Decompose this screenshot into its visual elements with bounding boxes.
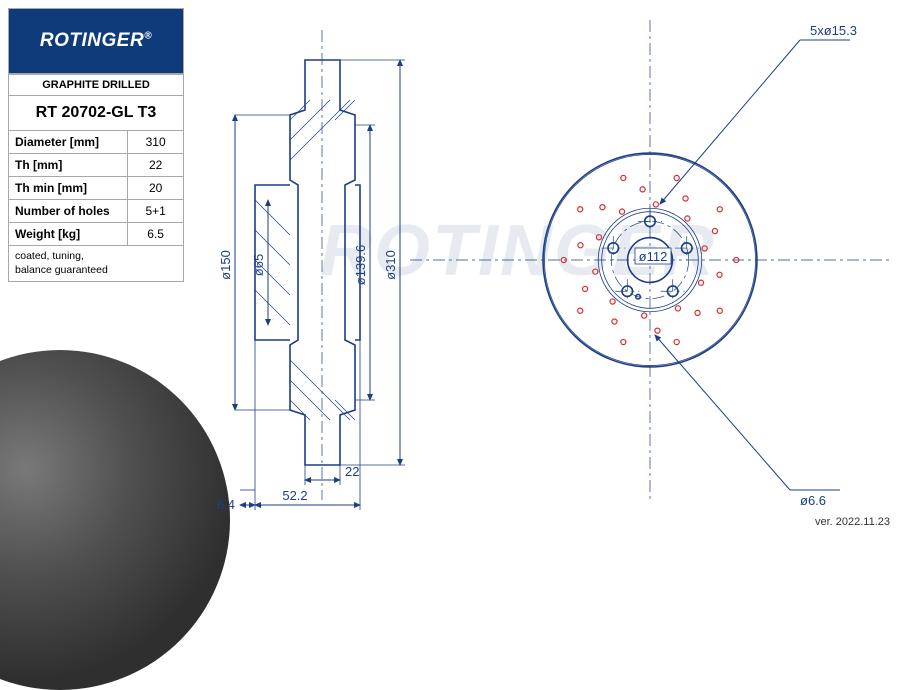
dim-th22: 22	[305, 464, 359, 485]
table-row: Weight [kg]6.5	[9, 223, 184, 246]
version-label: ver. 2022.11.23	[815, 516, 890, 528]
svg-text:ø150: ø150	[218, 250, 233, 280]
hatching	[255, 100, 355, 420]
svg-text:22: 22	[345, 464, 359, 479]
technical-drawing: ø150 ø65 ø139.6 ø310 22	[190, 0, 900, 520]
spec-note: coated, tuning, balance guaranteed	[9, 246, 184, 282]
dim-flange6_4: 6.4	[217, 490, 255, 512]
svg-text:52.2: 52.2	[282, 488, 307, 503]
svg-text:ø310: ø310	[383, 250, 398, 280]
brand-name: ROTINGER®	[40, 30, 152, 52]
svg-text:5xø15.3: 5xø15.3	[810, 23, 857, 38]
svg-text:ø112: ø112	[639, 249, 668, 264]
brand-logo: ROTINGER®	[8, 8, 184, 74]
section-view: ø150 ø65 ø139.6 ø310 22	[217, 30, 405, 512]
part-number: RT 20702-GL T3	[9, 96, 184, 131]
spec-header: GRAPHITE DRILLED	[9, 75, 184, 96]
dim-d139_6: ø139.6	[353, 125, 375, 400]
callout-locator: ø6.6	[655, 335, 840, 508]
svg-text:ø6.6: ø6.6	[800, 493, 826, 508]
callout-bolt: 5xø15.3	[660, 23, 857, 204]
svg-text:ø139.6: ø139.6	[353, 245, 368, 285]
table-row: Th min [mm]20	[9, 177, 184, 200]
table-row: Number of holes5+1	[9, 200, 184, 223]
spec-table: GRAPHITE DRILLED RT 20702-GL T3 Diameter…	[8, 74, 184, 282]
dim-hub52_2: 52.2	[255, 340, 360, 510]
callout-pcd: ø112	[635, 248, 671, 264]
svg-text:6.4: 6.4	[217, 497, 235, 512]
dim-d310: ø310	[340, 60, 405, 465]
brand-text: ROTINGER	[40, 30, 144, 51]
dim-d65: ø65	[251, 200, 268, 325]
table-row: Th [mm]22	[9, 154, 184, 177]
svg-text:ø65: ø65	[251, 254, 266, 276]
table-row: Diameter [mm]310	[9, 131, 184, 154]
